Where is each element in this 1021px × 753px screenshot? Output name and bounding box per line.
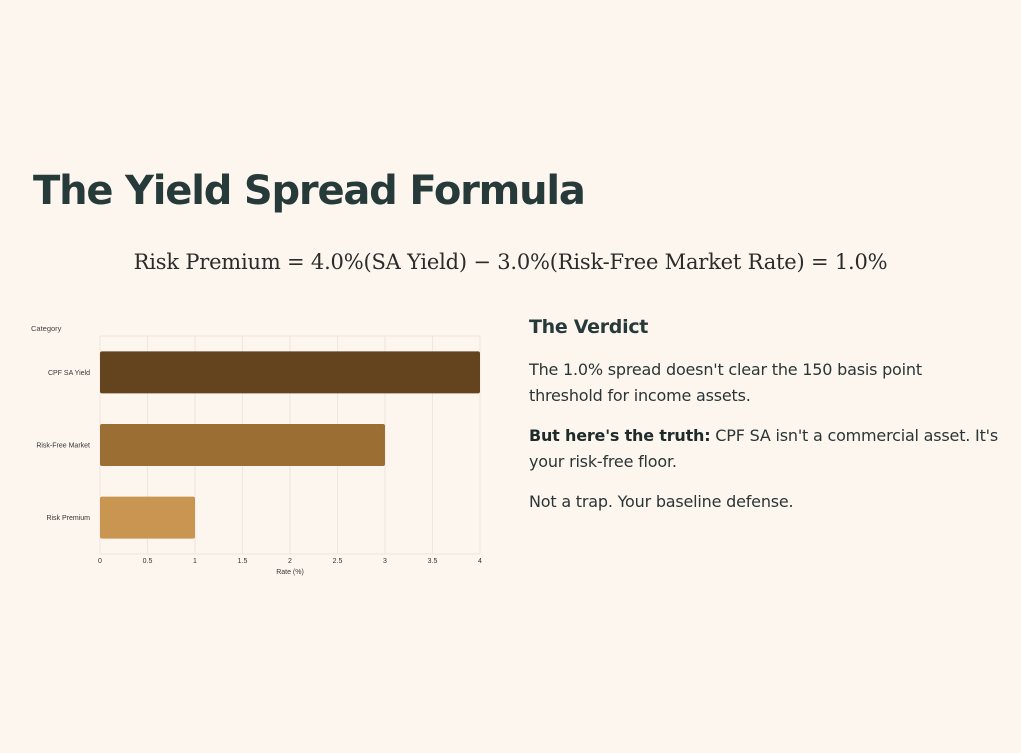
verdict-paragraph-truth: But here's the truth: CPF SA isn't a com… — [529, 423, 999, 475]
verdict-paragraph-defense: Not a trap. Your baseline defense. — [529, 492, 794, 511]
verdict-truth-text: CPF SA isn't a commercial asset. It's yo… — [529, 426, 998, 471]
x-tick-label-0: 0 — [98, 558, 102, 565]
x-axis-title: Rate (%) — [276, 569, 304, 576]
x-tick-label-6: 3 — [383, 558, 387, 565]
y-axis-title: Category — [31, 324, 62, 333]
bar-risk-premium — [100, 496, 195, 539]
chart-canvas: Category CPF SA Yield Risk-Free Market Risk… — [31, 324, 482, 576]
verdict-heading: The Verdict — [529, 316, 649, 338]
x-tick-label-5: 2.5 — [333, 558, 343, 565]
verdict-panel: The Verdict The 1.0% spread doesn't clea… — [529, 316, 999, 529]
verdict-paragraph-spread: The 1.0% spread doesn't clear the 150 ba… — [529, 360, 922, 405]
category-label-0: CPF SA Yield — [48, 370, 90, 377]
category-label-2: Risk Premium — [46, 515, 90, 522]
yield-bar-chart: Category CPF SA Yield Risk-Free Market Risk… — [24, 318, 494, 586]
x-tick-label-7: 3.5 — [428, 558, 438, 565]
bar-risk-free-market — [100, 424, 385, 466]
x-tick-label-2: 1 — [193, 558, 197, 565]
page-title: The Yield Spread Formula — [33, 168, 586, 214]
x-tick-label-3: 1.5 — [238, 558, 248, 565]
x-tick-label-1: 0.5 — [143, 558, 153, 565]
bar-cpf-sa-yield — [100, 351, 480, 394]
category-label-1: Risk-Free Market — [36, 443, 90, 450]
x-tick-label-8: 4 — [478, 558, 482, 565]
x-tick-label-4: 2 — [288, 558, 292, 565]
yield-spread-formula: Risk Premium = 4.0%(SA Yield) − 3.0%(Ris… — [133, 250, 888, 274]
verdict-truth-lead: But here's the truth: — [529, 426, 711, 445]
